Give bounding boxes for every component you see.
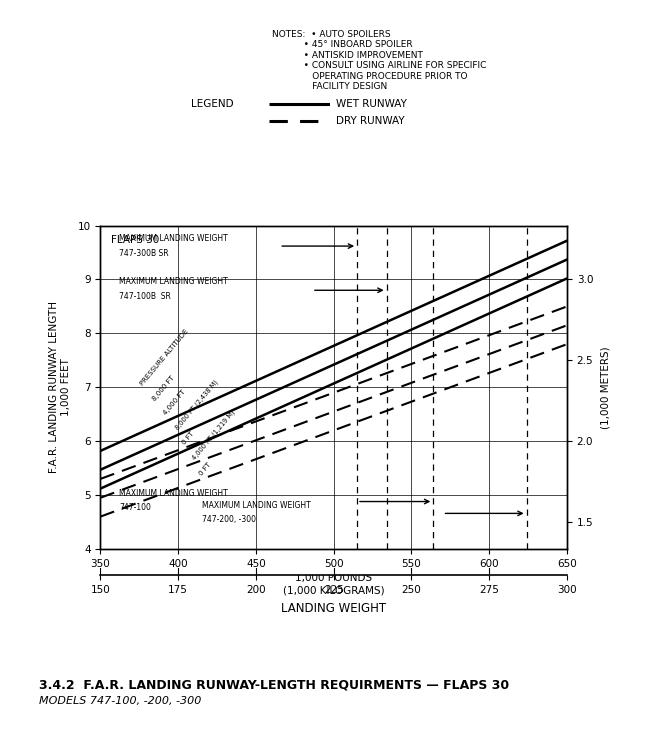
Text: LANDING WEIGHT: LANDING WEIGHT [281,602,386,614]
Text: WET RUNWAY: WET RUNWAY [336,99,406,109]
Text: 747-200, -300: 747-200, -300 [202,515,255,524]
Text: 8,000 FT (2,438 M): 8,000 FT (2,438 M) [174,379,219,432]
Y-axis label: F.A.R. LANDING RUNWAY LENGTH
1,000 FEET: F.A.R. LANDING RUNWAY LENGTH 1,000 FEET [49,302,71,473]
Text: 0 FT: 0 FT [181,430,196,445]
Text: MAXIMUM LANDING WEIGHT: MAXIMUM LANDING WEIGHT [119,489,228,498]
Text: MAXIMUM LANDING WEIGHT: MAXIMUM LANDING WEIGHT [119,277,228,287]
Text: 747-300B SR: 747-300B SR [119,249,168,258]
Text: DRY RUNWAY: DRY RUNWAY [336,116,404,126]
Y-axis label: (1,000 METERS): (1,000 METERS) [600,346,610,429]
Text: (1,000 KILOGRAMS): (1,000 KILOGRAMS) [283,585,384,595]
Text: MAXIMUM LANDING WEIGHT: MAXIMUM LANDING WEIGHT [202,501,310,510]
Text: 0 FT: 0 FT [198,461,213,476]
Text: 3.4.2  F.A.R. LANDING RUNWAY-LENGTH REQUIRMENTS — FLAPS 30: 3.4.2 F.A.R. LANDING RUNWAY-LENGTH REQUI… [39,678,509,691]
Text: 4,000 FT: 4,000 FT [163,389,187,416]
X-axis label: 1,000 POUNDS: 1,000 POUNDS [295,573,373,583]
Text: LEGEND: LEGEND [191,99,234,109]
Text: MODELS 747-100, -200, -300: MODELS 747-100, -200, -300 [39,696,202,706]
Text: FLAPS 30: FLAPS 30 [111,235,159,245]
Text: MAXIMUM LANDING WEIGHT: MAXIMUM LANDING WEIGHT [119,235,228,244]
Text: 8,000 FT: 8,000 FT [152,374,176,402]
Text: 747-100: 747-100 [119,503,151,512]
Text: 747-100B  SR: 747-100B SR [119,292,171,301]
Text: 4,000 FT (1,219 M): 4,000 FT (1,219 M) [191,409,236,461]
Text: PRESSURE ALTITUDE: PRESSURE ALTITUDE [139,328,190,387]
Text: NOTES:  • AUTO SPOILERS
           • 45° INBOARD SPOILER
           • ANTISKID I: NOTES: • AUTO SPOILERS • 45° INBOARD SPO… [272,30,487,91]
